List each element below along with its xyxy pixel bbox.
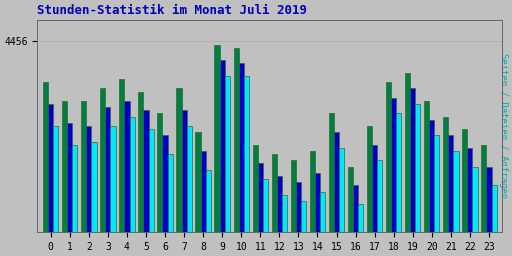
Bar	[176, 88, 182, 256]
Bar	[258, 163, 263, 256]
Bar	[492, 185, 497, 256]
Bar	[182, 110, 187, 256]
Bar	[167, 154, 173, 256]
Bar	[296, 182, 301, 256]
Bar	[196, 132, 201, 256]
Bar	[62, 101, 67, 256]
Bar	[486, 166, 492, 256]
Bar	[162, 135, 167, 256]
Bar	[215, 45, 220, 256]
Bar	[358, 204, 364, 256]
Bar	[473, 166, 478, 256]
Bar	[301, 201, 306, 256]
Text: Stunden-Statistik im Monat Juli 2019: Stunden-Statistik im Monat Juli 2019	[37, 4, 307, 17]
Bar	[315, 173, 320, 256]
Bar	[310, 151, 315, 256]
Bar	[429, 120, 434, 256]
Bar	[454, 151, 459, 256]
Bar	[462, 129, 467, 256]
Bar	[48, 104, 53, 256]
Bar	[272, 154, 277, 256]
Bar	[405, 73, 410, 256]
Bar	[206, 170, 211, 256]
Bar	[372, 145, 377, 256]
Bar	[119, 79, 124, 256]
Bar	[348, 166, 353, 256]
Bar	[415, 104, 420, 256]
Bar	[225, 76, 230, 256]
Bar	[396, 113, 401, 256]
Bar	[111, 126, 116, 256]
Bar	[130, 116, 135, 256]
Bar	[320, 191, 325, 256]
Bar	[72, 145, 77, 256]
Bar	[391, 98, 396, 256]
Bar	[252, 145, 258, 256]
Bar	[233, 48, 239, 256]
Bar	[329, 113, 334, 256]
Bar	[239, 63, 244, 256]
Bar	[334, 132, 339, 256]
Bar	[201, 151, 206, 256]
Bar	[244, 76, 249, 256]
Bar	[81, 101, 86, 256]
Bar	[377, 160, 382, 256]
Bar	[143, 110, 148, 256]
Bar	[86, 126, 92, 256]
Bar	[105, 107, 111, 256]
Bar	[187, 126, 192, 256]
Bar	[386, 82, 391, 256]
Bar	[282, 195, 287, 256]
Bar	[277, 176, 282, 256]
Bar	[353, 185, 358, 256]
Bar	[100, 88, 105, 256]
Bar	[67, 123, 72, 256]
Bar	[410, 88, 415, 256]
Bar	[263, 179, 268, 256]
Bar	[449, 135, 454, 256]
Bar	[220, 60, 225, 256]
Bar	[424, 101, 429, 256]
Bar	[443, 116, 449, 256]
Bar	[43, 82, 48, 256]
Y-axis label: Seiten / Dateien / Anfragen: Seiten / Dateien / Anfragen	[499, 53, 508, 198]
Bar	[434, 135, 439, 256]
Bar	[291, 160, 296, 256]
Bar	[138, 92, 143, 256]
Bar	[367, 126, 372, 256]
Bar	[339, 148, 344, 256]
Bar	[467, 148, 473, 256]
Bar	[481, 145, 486, 256]
Bar	[157, 113, 162, 256]
Bar	[124, 101, 130, 256]
Bar	[148, 129, 154, 256]
Bar	[92, 142, 97, 256]
Bar	[53, 126, 58, 256]
